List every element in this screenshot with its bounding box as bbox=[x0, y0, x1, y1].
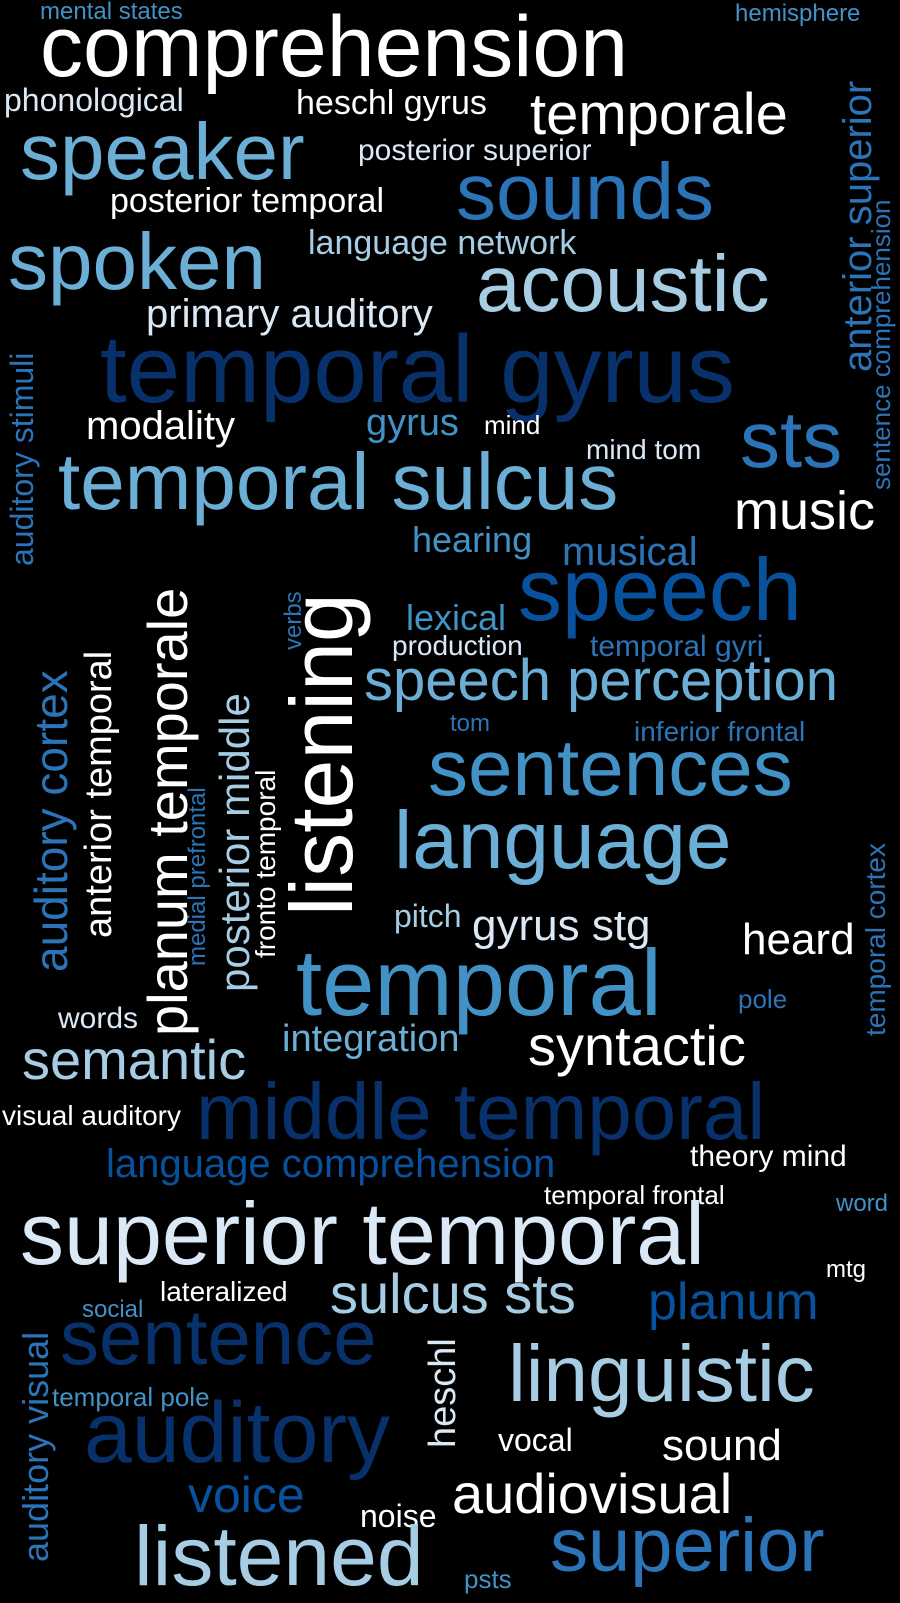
word-words: words bbox=[58, 1002, 139, 1035]
word-primary-auditory: primary auditory bbox=[146, 292, 433, 336]
word-speaker: speaker bbox=[20, 107, 305, 196]
word-posterior-temporal: posterior temporal bbox=[110, 182, 385, 220]
word-sulcus-sts: sulcus sts bbox=[330, 1262, 576, 1325]
word-medial-prefrontal: medial prefrontal bbox=[184, 787, 211, 966]
word-planum: planum bbox=[648, 1273, 819, 1331]
word-spoken: spoken bbox=[8, 217, 266, 306]
word-auditory-stimuli: auditory stimuli bbox=[4, 352, 40, 566]
word-inferior-frontal: inferior frontal bbox=[634, 716, 806, 747]
word-gyrus-stg: gyrus stg bbox=[472, 901, 651, 950]
word-language-comprehension: language comprehension bbox=[106, 1142, 556, 1186]
word-temporal-pole: temporal pole bbox=[52, 1382, 210, 1412]
word-visual-auditory: visual auditory bbox=[2, 1100, 181, 1131]
word-social: social bbox=[82, 1296, 144, 1323]
word-lateralized: lateralized bbox=[160, 1276, 288, 1307]
word-sentence-comprehension: sentence comprehension bbox=[866, 199, 896, 490]
word-production: production bbox=[392, 630, 523, 661]
word-auditory: auditory bbox=[84, 1385, 390, 1481]
word-musical: musical bbox=[562, 530, 698, 574]
word-temporal: temporal bbox=[296, 930, 662, 1035]
word-modality: modality bbox=[86, 404, 235, 448]
word-speech-perception: speech perception bbox=[364, 648, 838, 713]
word-heschl: heschl bbox=[422, 1338, 464, 1448]
word-psts: psts bbox=[464, 1564, 512, 1594]
word-noise: noise bbox=[360, 1498, 437, 1534]
word-temporal-cortex: temporal cortex bbox=[860, 843, 891, 1036]
word-temporale: temporale bbox=[530, 82, 788, 147]
word-mind: mind bbox=[484, 410, 541, 440]
word-superior-temporal: superior temporal bbox=[20, 1184, 705, 1283]
word-listened: listened bbox=[134, 1509, 424, 1603]
word-sentences: sentences bbox=[428, 723, 793, 812]
word-theory-mind: theory mind bbox=[690, 1140, 847, 1173]
word-pole: pole bbox=[738, 984, 788, 1014]
word-speech: speech bbox=[518, 540, 802, 639]
word-heschl-gyrus: heschl gyrus bbox=[296, 84, 487, 122]
word-temporal-sulcus: temporal sulcus bbox=[58, 437, 619, 526]
word-hearing: hearing bbox=[412, 519, 533, 560]
word-mtg: mtg bbox=[826, 1256, 867, 1283]
word-syntactic: syntactic bbox=[528, 1014, 746, 1077]
word-anterior-temporal: anterior temporal bbox=[78, 650, 120, 938]
word-vocal: vocal bbox=[498, 1422, 573, 1458]
word-auditory-cortex: auditory cortex bbox=[25, 670, 77, 972]
word-heard: heard bbox=[742, 915, 855, 964]
word-word: word bbox=[836, 1190, 889, 1217]
word-music: music bbox=[734, 481, 876, 541]
word-lexical: lexical bbox=[406, 597, 507, 638]
word-temporal-gyrus: temporal gyrus bbox=[100, 316, 735, 423]
word-middle-temporal: middle temporal bbox=[196, 1067, 766, 1156]
word-integration: integration bbox=[282, 1018, 460, 1060]
word-linguistic: linguistic bbox=[508, 1329, 815, 1418]
word-pitch: pitch bbox=[394, 898, 462, 934]
word-audiovisual: audiovisual bbox=[452, 1462, 733, 1525]
word-sts: sts bbox=[740, 395, 843, 484]
word-semantic: semantic bbox=[22, 1028, 247, 1091]
word-sentence: sentence bbox=[60, 1293, 377, 1381]
word-tom: tom bbox=[450, 710, 491, 737]
word-posterior-superior: posterior superior bbox=[358, 134, 592, 167]
word-voice: voice bbox=[188, 1467, 305, 1523]
word-temporal-gyri: temporal gyri bbox=[590, 630, 764, 663]
word-mind-tom: mind tom bbox=[586, 434, 702, 465]
word-mental-states: mental states bbox=[40, 0, 183, 25]
word-acoustic: acoustic bbox=[476, 239, 770, 328]
word-temporal-frontal: temporal frontal bbox=[544, 1180, 725, 1210]
word-sounds: sounds bbox=[456, 147, 714, 236]
word-auditory-visual: auditory visual bbox=[15, 1331, 56, 1562]
word-sound: sound bbox=[662, 1421, 782, 1470]
word-comprehension: comprehension bbox=[40, 0, 629, 95]
word-superior: superior bbox=[550, 1503, 825, 1588]
word-gyrus: gyrus bbox=[366, 402, 459, 444]
word-language: language bbox=[394, 795, 732, 886]
word-language-network: language network bbox=[308, 224, 577, 262]
word-phonological: phonological bbox=[4, 82, 184, 118]
word-listening: listening bbox=[272, 593, 371, 916]
word-hemisphere: hemisphere bbox=[735, 0, 861, 27]
